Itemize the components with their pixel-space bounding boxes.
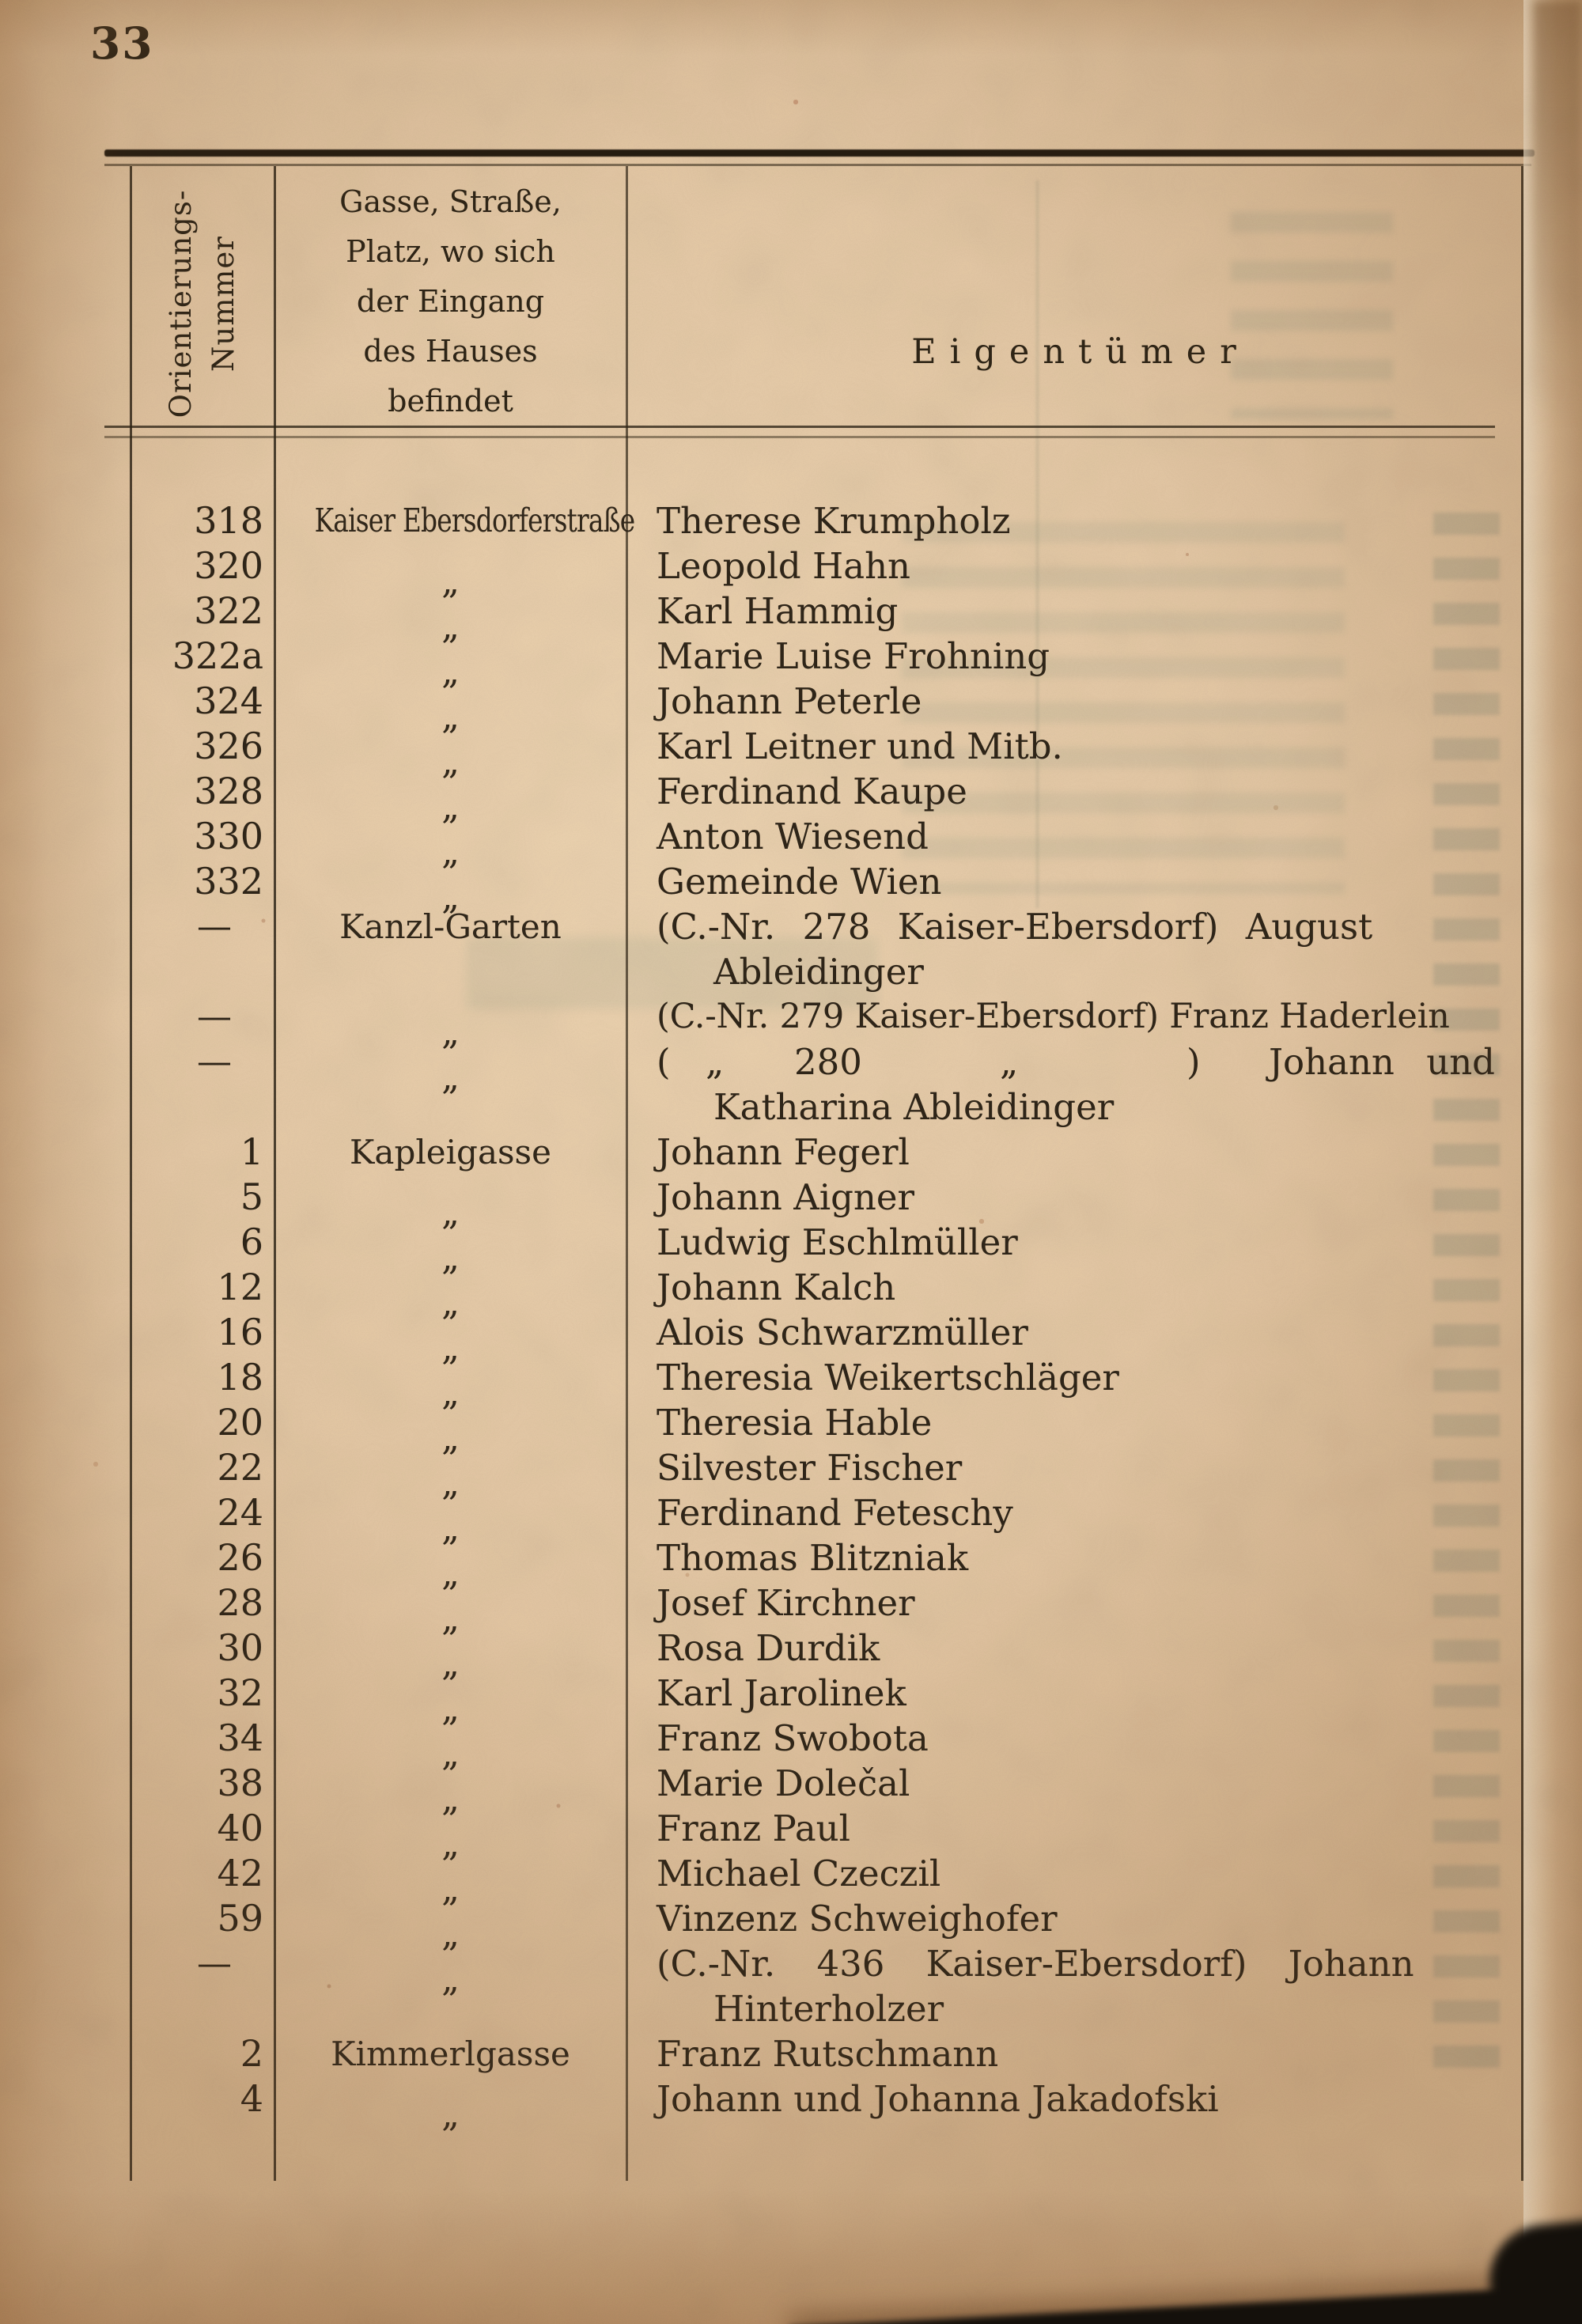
scanned-directory-page: 33 Orientierungs- Nummer Gasse, Straße, …: [0, 0, 1582, 2324]
paper-grain: [0, 0, 1582, 2324]
